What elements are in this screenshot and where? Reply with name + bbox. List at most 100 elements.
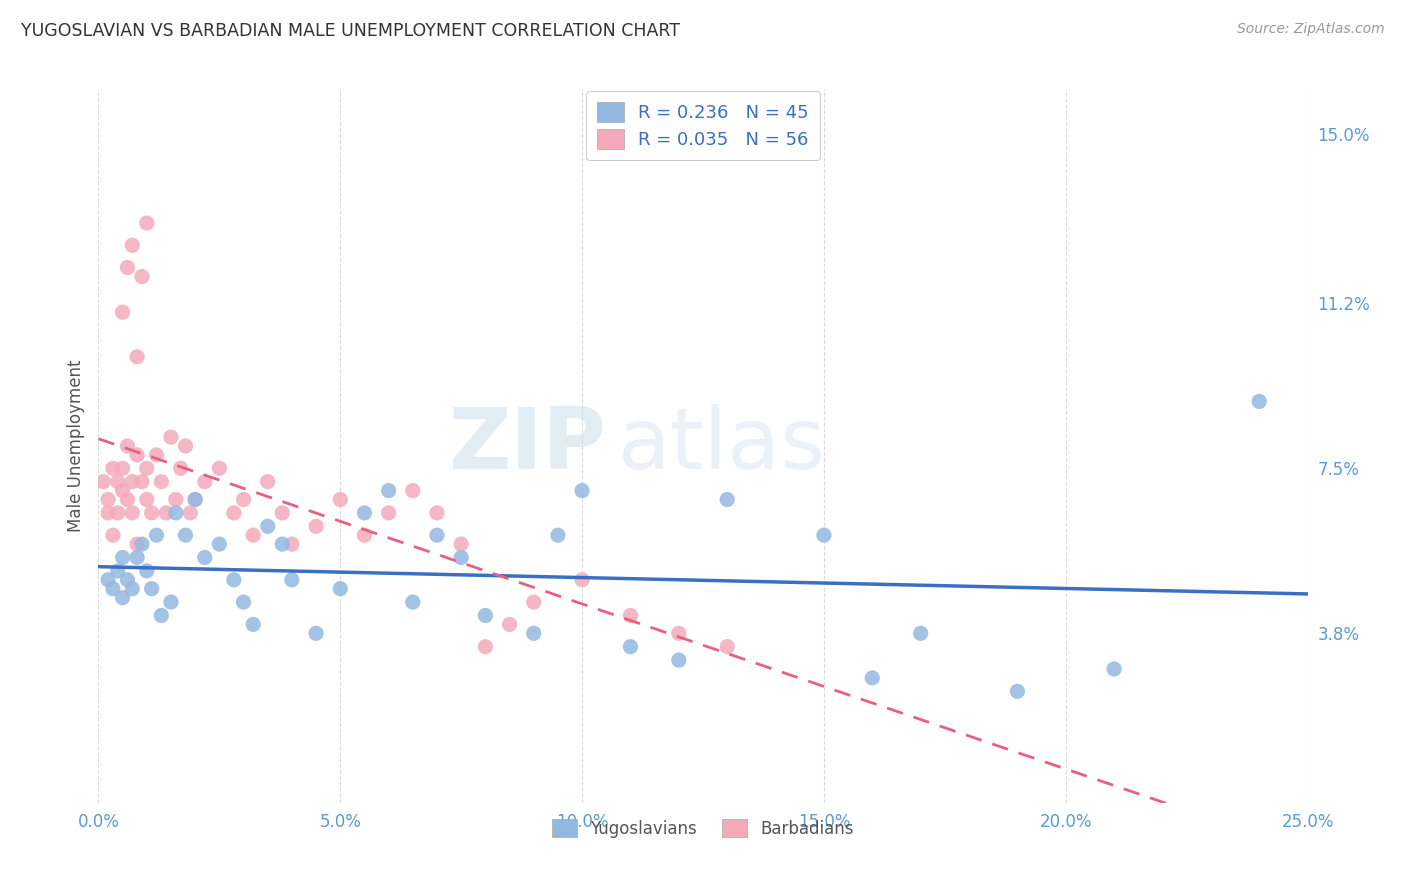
Point — [107, 564, 129, 578]
Point — [668, 626, 690, 640]
Point — [271, 506, 294, 520]
Point — [256, 475, 278, 489]
Point — [222, 573, 245, 587]
Point — [117, 573, 139, 587]
Point — [165, 506, 187, 520]
Point — [232, 492, 254, 507]
Text: ZIP: ZIP — [449, 404, 606, 488]
Point — [127, 537, 149, 551]
Point — [523, 595, 546, 609]
Point — [135, 461, 157, 475]
Point — [571, 483, 593, 498]
Point — [150, 475, 173, 489]
Point — [101, 461, 124, 475]
Point — [141, 506, 163, 520]
Point — [1249, 394, 1271, 409]
Point — [271, 537, 294, 551]
Point — [169, 461, 191, 475]
Point — [145, 448, 167, 462]
Point — [174, 439, 197, 453]
Point — [127, 350, 149, 364]
Point — [474, 608, 496, 623]
Point — [194, 550, 217, 565]
Point — [155, 506, 177, 520]
Point — [222, 506, 245, 520]
Point — [474, 640, 496, 654]
Point — [150, 608, 173, 623]
Point — [141, 582, 163, 596]
Point — [101, 582, 124, 596]
Point — [107, 506, 129, 520]
Point — [329, 492, 352, 507]
Point — [910, 626, 932, 640]
Point — [121, 506, 143, 520]
Point — [165, 492, 187, 507]
Point — [305, 519, 328, 533]
Point — [402, 483, 425, 498]
Point — [91, 475, 114, 489]
Y-axis label: Male Unemployment: Male Unemployment — [66, 359, 84, 533]
Point — [107, 475, 129, 489]
Point — [184, 492, 207, 507]
Point — [281, 573, 304, 587]
Point — [111, 591, 134, 605]
Point — [571, 573, 593, 587]
Point — [208, 537, 231, 551]
Point — [377, 483, 399, 498]
Point — [353, 506, 375, 520]
Point — [256, 519, 278, 533]
Point — [1102, 662, 1125, 676]
Point — [329, 582, 352, 596]
Point — [145, 528, 167, 542]
Text: YUGOSLAVIAN VS BARBADIAN MALE UNEMPLOYMENT CORRELATION CHART: YUGOSLAVIAN VS BARBADIAN MALE UNEMPLOYME… — [21, 22, 681, 40]
Point — [135, 216, 157, 230]
Point — [97, 573, 120, 587]
Point — [160, 430, 183, 444]
Point — [117, 260, 139, 275]
Point — [117, 439, 139, 453]
Point — [135, 492, 157, 507]
Point — [426, 528, 449, 542]
Point — [813, 528, 835, 542]
Point — [179, 506, 201, 520]
Point — [111, 483, 134, 498]
Point — [208, 461, 231, 475]
Point — [619, 608, 641, 623]
Text: atlas: atlas — [619, 404, 827, 488]
Text: Source: ZipAtlas.com: Source: ZipAtlas.com — [1237, 22, 1385, 37]
Point — [131, 475, 153, 489]
Point — [232, 595, 254, 609]
Point — [402, 595, 425, 609]
Point — [111, 550, 134, 565]
Point — [619, 640, 641, 654]
Legend: Yugoslavians, Barbadians: Yugoslavians, Barbadians — [546, 813, 860, 845]
Point — [281, 537, 304, 551]
Point — [127, 550, 149, 565]
Point — [716, 640, 738, 654]
Point — [668, 653, 690, 667]
Point — [97, 506, 120, 520]
Point — [523, 626, 546, 640]
Point — [450, 537, 472, 551]
Point — [716, 492, 738, 507]
Point — [131, 537, 153, 551]
Point — [184, 492, 207, 507]
Point — [121, 475, 143, 489]
Point — [174, 528, 197, 542]
Point — [111, 461, 134, 475]
Point — [97, 492, 120, 507]
Point — [498, 617, 520, 632]
Point — [194, 475, 217, 489]
Point — [860, 671, 883, 685]
Point — [117, 492, 139, 507]
Point — [242, 617, 264, 632]
Point — [111, 305, 134, 319]
Point — [101, 528, 124, 542]
Point — [131, 269, 153, 284]
Point — [160, 595, 183, 609]
Point — [121, 582, 143, 596]
Point — [127, 448, 149, 462]
Point — [135, 564, 157, 578]
Point — [305, 626, 328, 640]
Point — [547, 528, 569, 542]
